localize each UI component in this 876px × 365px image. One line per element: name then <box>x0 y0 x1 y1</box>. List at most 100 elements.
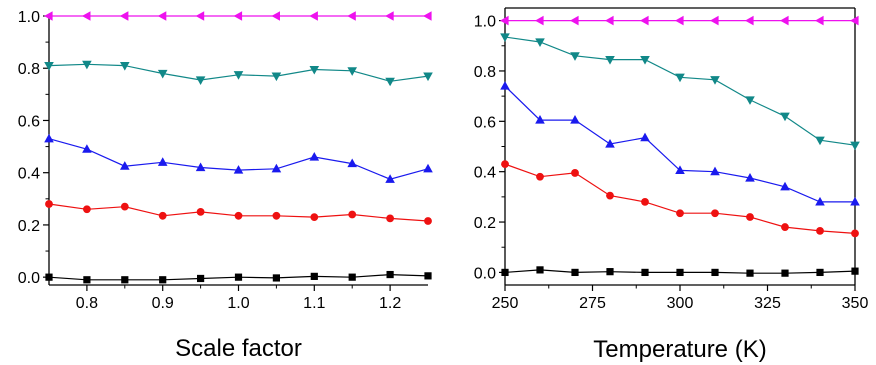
x-tick-label: 325 <box>754 295 781 312</box>
data-point <box>423 11 432 21</box>
data-point <box>82 144 92 153</box>
data-point <box>780 181 790 191</box>
data-point <box>500 33 510 42</box>
data-point <box>120 62 130 71</box>
data-point <box>423 163 433 173</box>
data-point <box>815 15 824 26</box>
data-point <box>347 158 357 168</box>
series-line <box>504 36 856 146</box>
y-tick-label: 0.8 <box>18 61 40 78</box>
y-tick-label: 0.6 <box>18 113 40 130</box>
data-point <box>424 272 432 280</box>
data-point <box>501 268 509 277</box>
data-point <box>44 62 54 71</box>
data-point <box>385 174 395 183</box>
x-tick-label: 350 <box>842 295 869 312</box>
data-point <box>120 161 130 170</box>
data-point <box>386 270 394 279</box>
data-point <box>271 11 280 21</box>
data-point <box>500 81 510 90</box>
data-point <box>780 112 790 122</box>
series-square <box>45 270 432 284</box>
data-point <box>45 273 53 281</box>
data-point <box>816 226 824 235</box>
data-point <box>309 65 320 75</box>
y-tick-label: 0.4 <box>18 166 40 183</box>
data-point <box>310 213 319 221</box>
series-square <box>501 266 859 277</box>
data-point <box>640 56 650 65</box>
y-tick-label: 0.8 <box>474 64 496 81</box>
x-axis-title: Temperature (K) <box>593 336 766 363</box>
data-point <box>745 15 754 26</box>
y-tick-label: 0.2 <box>18 218 40 235</box>
data-point <box>423 72 433 82</box>
chart-panel-2: 250 275 300 325 350 0.0 0.2 0.4 0.6 0.8 1.0 Tempera… <box>474 7 869 363</box>
data-point <box>570 52 580 61</box>
data-point <box>119 11 129 21</box>
x-tick-label: 1.0 <box>227 295 249 312</box>
data-point <box>309 11 318 21</box>
data-point <box>157 157 168 166</box>
data-point <box>641 198 649 206</box>
series-line <box>504 85 855 203</box>
data-point <box>851 229 859 238</box>
y-tick-label: 0.2 <box>474 215 496 232</box>
data-point <box>196 207 205 216</box>
x-tick-label: 1.2 <box>379 295 401 312</box>
data-point <box>197 274 205 283</box>
y-tick-label: 0.0 <box>18 270 40 287</box>
data-point <box>640 15 649 26</box>
data-point <box>385 11 394 21</box>
data-point <box>710 166 720 176</box>
data-point <box>571 268 579 277</box>
data-point <box>850 141 860 151</box>
data-point <box>605 138 615 148</box>
series-triangle-left <box>500 15 859 26</box>
x-tick-label: 275 <box>579 295 606 312</box>
data-point <box>310 272 318 280</box>
data-point <box>385 77 395 87</box>
data-point <box>158 211 167 220</box>
data-point <box>711 268 719 277</box>
y-tick-label: 1.0 <box>18 9 40 26</box>
data-point <box>710 76 720 85</box>
data-point <box>605 15 614 26</box>
data-point <box>500 15 509 26</box>
data-point <box>195 76 206 85</box>
data-point <box>83 205 91 214</box>
data-point <box>570 15 579 26</box>
data-point <box>120 202 129 211</box>
series-triangle-down <box>44 60 433 87</box>
data-point <box>536 172 544 181</box>
data-point <box>271 163 282 173</box>
data-point <box>44 11 53 21</box>
data-point <box>816 268 824 277</box>
data-point <box>272 211 281 220</box>
y-tick-label: 0.0 <box>474 265 496 282</box>
data-point <box>675 15 684 26</box>
data-point <box>745 96 755 105</box>
data-point <box>347 67 357 76</box>
data-point <box>850 196 860 206</box>
chart-panel-1: 0.8 0.9 1.0 1.1 1.2 0.0 0.2 0.4 0.6 0.8 1.0 Scale f… <box>18 9 433 362</box>
data-point <box>781 269 789 277</box>
data-point <box>234 211 243 220</box>
data-point <box>536 266 544 274</box>
data-point <box>535 115 545 124</box>
data-point <box>570 115 580 124</box>
data-point <box>386 214 394 223</box>
series-circle <box>45 200 432 225</box>
data-point <box>535 38 545 47</box>
data-point <box>815 136 825 146</box>
data-point <box>745 172 755 182</box>
data-point <box>781 223 789 231</box>
x-tick-label: 1.1 <box>303 295 325 312</box>
y-tick-label: 0.6 <box>474 114 496 131</box>
data-point <box>195 162 206 172</box>
data-point <box>81 11 91 21</box>
data-point <box>234 273 243 281</box>
data-point <box>710 15 719 26</box>
data-point <box>159 276 167 284</box>
